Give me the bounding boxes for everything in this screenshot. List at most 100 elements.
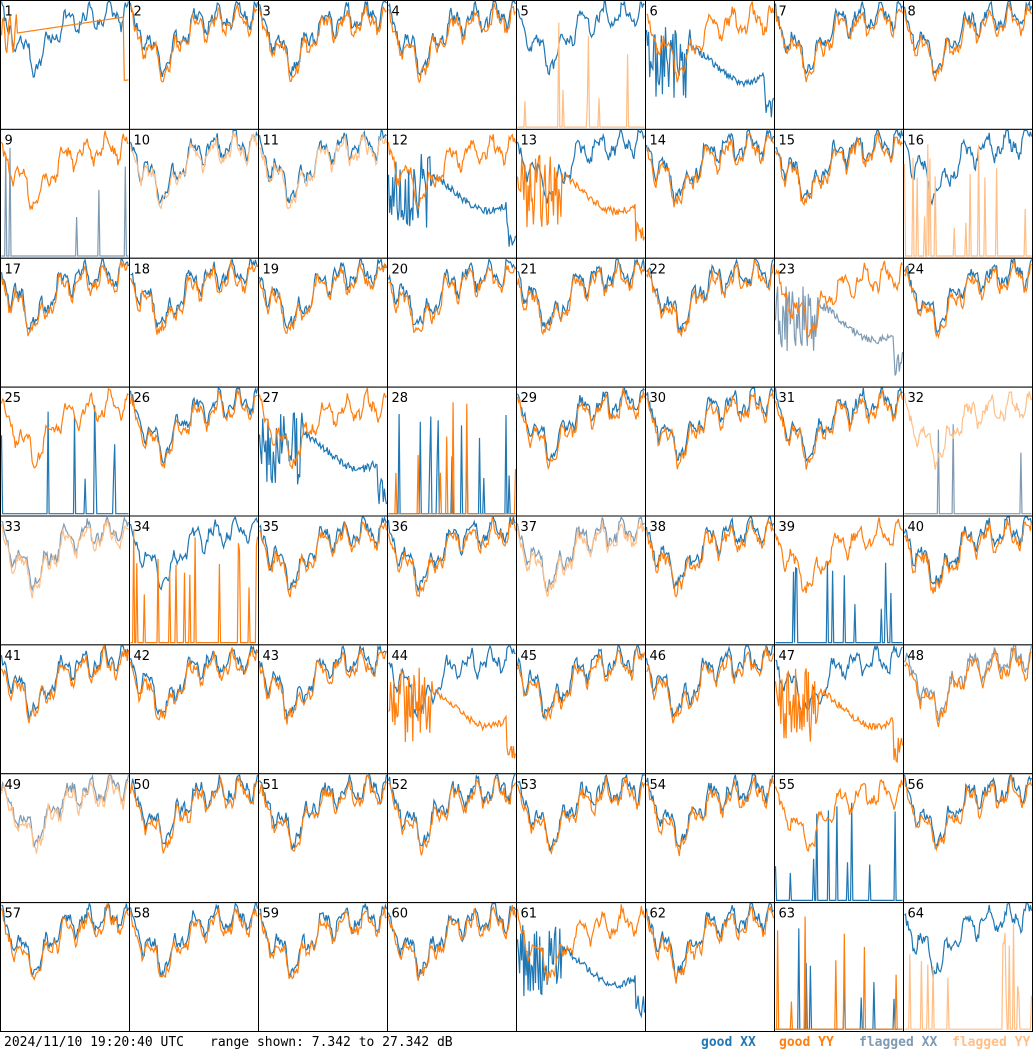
series-yy-28: [388, 402, 517, 515]
series-xx-58: [129, 902, 259, 978]
series-yy-56: [903, 774, 1033, 852]
series-yy-27: [258, 387, 387, 469]
panel-label: 12: [392, 133, 409, 148]
panel-label: 41: [5, 649, 22, 664]
panel-52: 52: [387, 773, 517, 904]
series-xx-13: [516, 129, 646, 204]
panel-label: 3: [263, 5, 271, 20]
series-xx-49: [0, 773, 130, 848]
series-xx-42: [129, 645, 259, 716]
panel-18: 18: [129, 257, 259, 388]
panel-label: 44: [392, 649, 409, 664]
footer: 2024/11/10 19:20:40 UTC range shown: 7.3…: [0, 1033, 1033, 1053]
series-xx-25: [0, 405, 129, 515]
panel-label: 32: [908, 391, 925, 406]
series-yy-8: [903, 3, 1032, 82]
series-yy-52: [388, 775, 517, 856]
panel-label: 47: [779, 649, 796, 664]
series-yy-11: [259, 132, 388, 210]
series-yy-40: [904, 518, 1033, 594]
series-yy-44: [388, 667, 517, 759]
panel-1: 1: [0, 0, 130, 130]
series-yy-48: [904, 647, 1032, 728]
series-yy-46: [646, 646, 775, 724]
panel-frame: [129, 386, 259, 517]
series-xx-44: [388, 644, 516, 719]
panel-2: 2: [129, 0, 259, 130]
series-yy-22: [645, 259, 775, 338]
panel-label: 39: [779, 520, 796, 535]
legend-flagged-xx: flagged XX: [859, 1035, 938, 1050]
series-xx-43: [258, 644, 387, 720]
series-yy-58: [129, 907, 258, 979]
range-label: range shown: 7.342 to 27.342 dB: [210, 1035, 453, 1050]
series-xx-8: [903, 0, 1033, 75]
series-yy-19: [258, 261, 388, 334]
panel-label: 17: [5, 262, 22, 277]
panel-label: 34: [134, 520, 151, 535]
series-yy-15: [774, 132, 903, 207]
series-xx-9: [1, 147, 129, 257]
panel-frame: [129, 902, 259, 1032]
panel-label: 25: [5, 391, 22, 406]
series-yy-3: [258, 5, 387, 83]
series-xx-4: [387, 0, 517, 78]
series-yy-59: [258, 906, 387, 980]
panel-frame: [903, 773, 1033, 904]
series-yy-47: [774, 668, 904, 764]
panel-label: 18: [134, 262, 151, 277]
panel-4: 4: [387, 0, 517, 130]
series-yy-38: [645, 518, 775, 598]
panel-frame: [903, 644, 1033, 775]
panel-7: 7: [774, 0, 904, 130]
panel-8: 8: [903, 0, 1033, 130]
series-xx-16: [903, 129, 1033, 206]
panel-46: 46: [645, 644, 775, 775]
panel-28: 28: [387, 386, 517, 517]
panel-label: 7: [779, 5, 787, 20]
series-yy-60: [387, 904, 517, 981]
panel-label: 23: [779, 262, 796, 277]
series-xx-33: [1, 515, 130, 592]
series-xx-48: [903, 645, 1033, 721]
series-xx-5: [516, 0, 645, 76]
series-yy-36: [387, 516, 517, 598]
panel-label: 59: [263, 907, 280, 922]
series-xx-23: [774, 286, 904, 376]
series-yy-13: [516, 154, 646, 242]
series-yy-63: [775, 916, 903, 1030]
panel-label: 40: [908, 520, 925, 535]
panel-39: 39: [774, 515, 904, 646]
series-xx-64: [904, 903, 1033, 978]
series-yy-41: [0, 645, 130, 724]
panel-frame: [387, 773, 517, 904]
panel-frame: [645, 257, 775, 388]
panel-35: 35: [258, 515, 388, 646]
panel-label: 5: [521, 5, 529, 20]
panel-48: 48: [903, 644, 1033, 775]
series-xx-38: [645, 516, 775, 590]
series-yy-5: [517, 22, 645, 128]
panel-42: 42: [129, 644, 259, 775]
panel-label: 55: [779, 778, 796, 793]
panel-label: 20: [392, 262, 409, 277]
series-yy-4: [388, 2, 517, 84]
panel-13: 13: [516, 128, 646, 259]
series-xx-36: [387, 515, 516, 593]
panel-label: 28: [392, 391, 409, 406]
panel-33: 33: [0, 515, 130, 646]
panel-frame: [774, 773, 904, 904]
series-xx-10: [129, 129, 259, 206]
panel-frame: [516, 386, 646, 517]
series-xx-41: [0, 645, 130, 720]
series-yy-20: [388, 264, 517, 334]
panel-frame: [645, 515, 775, 646]
series-yy-26: [129, 389, 258, 469]
panel-14: 14: [645, 128, 775, 259]
panel-label: 61: [521, 907, 538, 922]
series-yy-10: [129, 132, 259, 210]
legend-good-yy: good YY: [779, 1035, 834, 1050]
panel-17: 17: [0, 257, 130, 388]
panel-frame: [645, 386, 775, 517]
series-xx-53: [517, 772, 645, 852]
